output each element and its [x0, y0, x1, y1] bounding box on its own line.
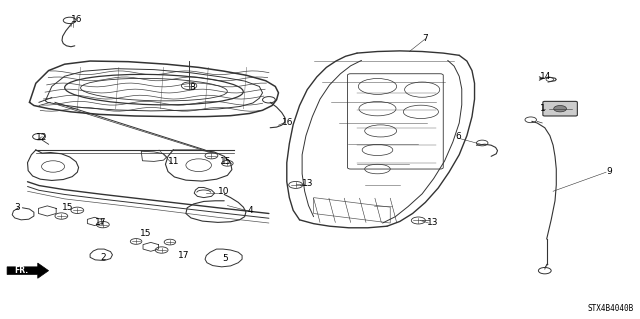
Text: 3: 3 — [15, 203, 20, 211]
Text: 7: 7 — [422, 34, 428, 43]
Text: 15: 15 — [62, 203, 74, 211]
FancyBboxPatch shape — [543, 101, 577, 116]
Polygon shape — [7, 263, 49, 278]
Text: 6: 6 — [456, 132, 461, 141]
Text: 15: 15 — [220, 157, 232, 166]
Text: 9: 9 — [606, 167, 612, 176]
Text: 11: 11 — [168, 157, 179, 166]
Text: 4: 4 — [247, 206, 253, 215]
Text: 14: 14 — [540, 72, 552, 81]
Polygon shape — [194, 188, 214, 197]
Text: 16: 16 — [71, 15, 83, 24]
Polygon shape — [205, 249, 242, 267]
Polygon shape — [90, 249, 113, 261]
Text: 8: 8 — [189, 83, 195, 92]
Text: 5: 5 — [222, 254, 228, 263]
Text: STX4B4040B: STX4B4040B — [588, 304, 634, 313]
Polygon shape — [141, 151, 167, 161]
Text: 15: 15 — [140, 229, 152, 238]
Text: 17: 17 — [95, 218, 107, 227]
Circle shape — [554, 106, 566, 112]
Polygon shape — [314, 197, 390, 223]
Text: FR.: FR. — [15, 266, 29, 275]
Text: 17: 17 — [178, 251, 189, 260]
Text: 13: 13 — [302, 179, 314, 188]
Text: 13: 13 — [428, 218, 439, 227]
Text: 2: 2 — [100, 253, 106, 262]
Text: 16: 16 — [282, 117, 293, 127]
Text: 10: 10 — [218, 187, 229, 197]
Text: 12: 12 — [36, 133, 47, 142]
Text: 1: 1 — [540, 104, 546, 113]
